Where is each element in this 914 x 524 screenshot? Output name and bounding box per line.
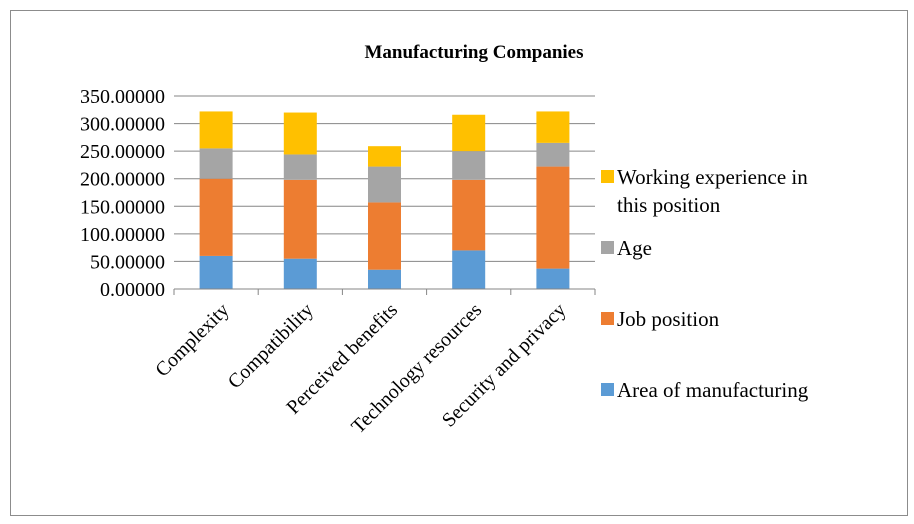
y-tick-label: 350.00000 [80,86,165,108]
y-tick-label: 100.00000 [80,224,165,246]
y-tick-label: 50.00000 [90,251,165,273]
bar-segment [452,250,486,289]
axes [173,288,596,295]
bar-segment [368,166,401,203]
x-category-label: Compatibility [224,299,318,393]
chart-frame: Manufacturing Companies 0.00000 50.00000 1… [10,10,908,516]
y-axis-tick-labels: 0.00000 50.00000 100.00000 150.00000 200.000… [80,86,165,301]
legend-swatch [601,312,614,325]
legend-swatch [601,241,614,254]
bar-segment [283,112,317,155]
y-tick-label: 200.00000 [80,169,165,191]
bar-segment [199,178,233,256]
bar-segment [283,258,317,289]
bar-segment [452,151,486,180]
y-tick-label: 300.00000 [80,114,165,136]
bars [199,111,570,289]
bar-segment [199,111,233,149]
bar-segment [199,255,233,289]
legend-label: Area of manufacturing [617,378,809,402]
bar-segment [368,202,401,270]
stacked-bar-chart: Manufacturing Companies 0.00000 50.00000 1… [80,42,809,438]
bar-segment [368,146,401,167]
bar-segment [199,148,233,179]
bar-segment [283,154,317,180]
legend-label: Age [617,236,652,260]
y-tick-label: 150.00000 [80,196,165,218]
legend-swatch [601,383,614,396]
bar-segment [536,111,570,143]
bar-segment [452,179,486,251]
x-category-label: Complexity [151,299,233,381]
legend: Working experience in this position Age Job… [601,165,809,402]
bar-segment [368,269,401,289]
legend-label: Job position [617,307,720,331]
bar-segment [452,114,486,152]
legend-label: Working experience in this position [617,165,808,217]
bar-segment [283,179,317,259]
bar-segment [536,268,570,289]
legend-swatch [601,170,614,183]
bar-segment [536,142,570,167]
y-tick-label: 250.00000 [80,141,165,163]
chart-title: Manufacturing Companies [364,42,583,63]
bar-segment [536,166,570,269]
y-tick-label: 0.00000 [100,279,165,301]
